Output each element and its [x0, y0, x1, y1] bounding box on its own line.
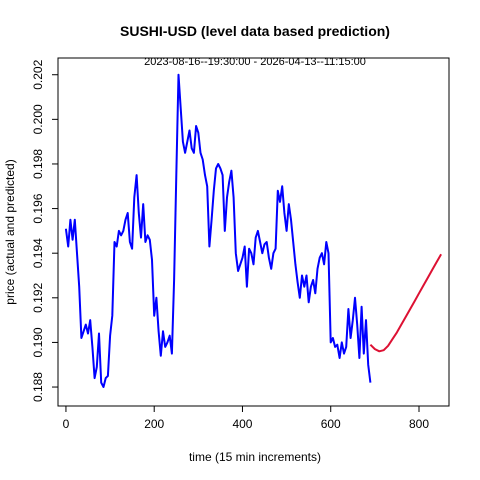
chart-subtitle: 2023-08-16--19:30:00 - 2026-04-13--11:15… [144, 56, 366, 68]
x-tick-label: 0 [63, 417, 70, 431]
y-tick-label: 0.188 [31, 372, 45, 402]
x-tick-label: 200 [144, 417, 164, 431]
y-tick-label: 0.198 [31, 149, 45, 179]
x-tick-label: 400 [232, 417, 252, 431]
y-axis-label: price (actual and predicted) [3, 159, 17, 304]
y-tick-label: 0.194 [31, 238, 45, 268]
y-axis: 0.188 0.190 0.192 0.194 0.196 0.198 0.200 0.202 [31, 59, 59, 402]
y-tick-label: 0.200 [31, 104, 45, 134]
y-tick-label: 0.190 [31, 327, 45, 357]
x-tick-label: 600 [321, 417, 341, 431]
x-axis-label: time (15 min increments) [189, 450, 321, 464]
y-tick-label: 0.196 [31, 193, 45, 223]
y-tick-label: 0.202 [31, 59, 45, 89]
chart-title: SUSHI-USD (level data based prediction) [120, 23, 390, 39]
y-tick-label: 0.192 [31, 282, 45, 312]
x-tick-label: 800 [409, 417, 429, 431]
series-layer [64, 73, 442, 388]
x-axis: 0 200 400 600 800 [63, 405, 429, 431]
predicted-price-line [369, 253, 442, 353]
actual-price-line [64, 73, 372, 388]
plot-frame [57, 57, 450, 407]
